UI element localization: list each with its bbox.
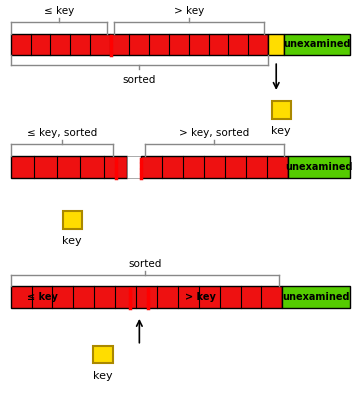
FancyBboxPatch shape bbox=[127, 156, 141, 178]
Text: key: key bbox=[62, 236, 82, 246]
Text: key: key bbox=[93, 371, 112, 380]
Text: sorted: sorted bbox=[128, 259, 161, 269]
Text: unexamined: unexamined bbox=[285, 162, 353, 172]
Text: unexamined: unexamined bbox=[283, 292, 350, 302]
FancyBboxPatch shape bbox=[62, 211, 82, 229]
FancyBboxPatch shape bbox=[11, 286, 282, 308]
Text: ≤ key: ≤ key bbox=[44, 6, 74, 16]
FancyBboxPatch shape bbox=[284, 34, 350, 55]
FancyBboxPatch shape bbox=[288, 156, 350, 178]
Text: ≤ key, sorted: ≤ key, sorted bbox=[26, 128, 97, 138]
Text: > key: > key bbox=[174, 6, 205, 16]
FancyBboxPatch shape bbox=[11, 156, 127, 178]
Text: > key: > key bbox=[185, 292, 216, 302]
FancyBboxPatch shape bbox=[93, 346, 113, 363]
FancyBboxPatch shape bbox=[282, 286, 350, 308]
Text: sorted: sorted bbox=[123, 75, 156, 85]
FancyBboxPatch shape bbox=[141, 156, 288, 178]
FancyBboxPatch shape bbox=[268, 34, 284, 55]
Text: > key, sorted: > key, sorted bbox=[179, 128, 249, 138]
Text: unexamined: unexamined bbox=[283, 40, 351, 49]
FancyBboxPatch shape bbox=[271, 101, 291, 118]
Text: ≤ key: ≤ key bbox=[27, 292, 58, 302]
FancyBboxPatch shape bbox=[11, 34, 268, 55]
Text: key: key bbox=[271, 126, 291, 135]
